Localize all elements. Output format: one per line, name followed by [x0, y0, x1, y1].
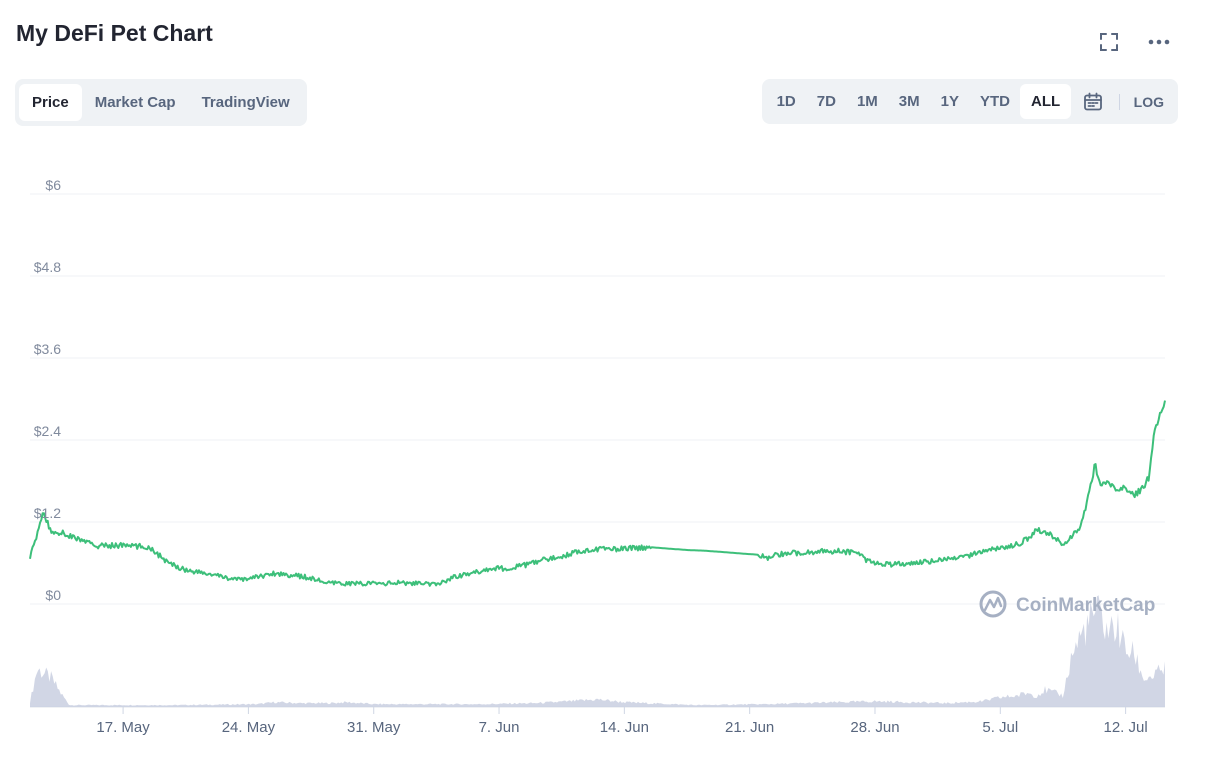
- y-tick-label: $1.2: [34, 505, 61, 521]
- y-tick-label: $0: [45, 587, 61, 603]
- range-3m[interactable]: 3M: [898, 93, 920, 110]
- x-tick-label: 12. Jul: [1104, 719, 1148, 736]
- x-tick-label: 24. May: [222, 719, 276, 736]
- range-1m[interactable]: 1M: [856, 93, 878, 110]
- price-line-layer: [29, 400, 1166, 587]
- chart-gridlines: [30, 193, 1165, 708]
- range-1y[interactable]: 1Y: [940, 93, 959, 110]
- y-tick-label: $4.8: [34, 259, 61, 275]
- x-axis-ticks: 17. May 24. May 31. May 7. Jun 14. Jun 21. Ju…: [96, 707, 1148, 736]
- x-tick-label: 14. Jun: [600, 719, 649, 736]
- more-icon[interactable]: [1145, 28, 1173, 56]
- tab-market-cap[interactable]: Market Cap: [94, 94, 176, 111]
- header-actions: [1095, 28, 1173, 56]
- price-series-line: [29, 400, 1166, 587]
- coinmarketcap-logo: [979, 590, 1007, 618]
- y-tick-label: $3.6: [34, 341, 61, 357]
- tab-tradingview[interactable]: TradingView: [201, 94, 290, 111]
- x-tick-label: 7. Jun: [479, 719, 520, 736]
- chart-type-tabs: Price Market Cap TradingView: [15, 79, 307, 126]
- x-tick-label: 28. Jun: [850, 719, 899, 736]
- range-ytd[interactable]: YTD: [979, 93, 1010, 110]
- log-scale-toggle[interactable]: LOG: [1133, 93, 1164, 110]
- fullscreen-icon[interactable]: [1095, 28, 1123, 56]
- x-tick-label: 17. May: [96, 719, 150, 736]
- volume-bars: [30, 595, 1165, 707]
- range-1d[interactable]: 1D: [776, 93, 796, 110]
- y-axis-ticks: $6 $4.8 $3.6 $2.4 $1.2 $0: [34, 177, 61, 603]
- chart-watermark: CoinMarketCap: [979, 590, 1155, 618]
- x-tick-label: 31. May: [347, 719, 401, 736]
- y-tick-label: $6: [45, 177, 61, 193]
- watermark-text: CoinMarketCap: [1016, 595, 1155, 616]
- y-tick-label: $2.4: [34, 423, 61, 439]
- time-range-selector: 1D 7D 1M 3M 1Y YTD ALL LOG: [762, 79, 1178, 124]
- x-tick-label: 5. Jul: [982, 719, 1018, 736]
- tab-price[interactable]: Price: [19, 84, 82, 121]
- range-all[interactable]: ALL: [1020, 84, 1071, 119]
- calendar-icon[interactable]: [1071, 84, 1115, 119]
- volume-area: [30, 595, 1165, 707]
- range-7d[interactable]: 7D: [816, 93, 836, 110]
- range-divider: [1118, 93, 1120, 110]
- page-title: My DeFi Pet Chart: [16, 20, 213, 46]
- x-tick-label: 21. Jun: [725, 719, 774, 736]
